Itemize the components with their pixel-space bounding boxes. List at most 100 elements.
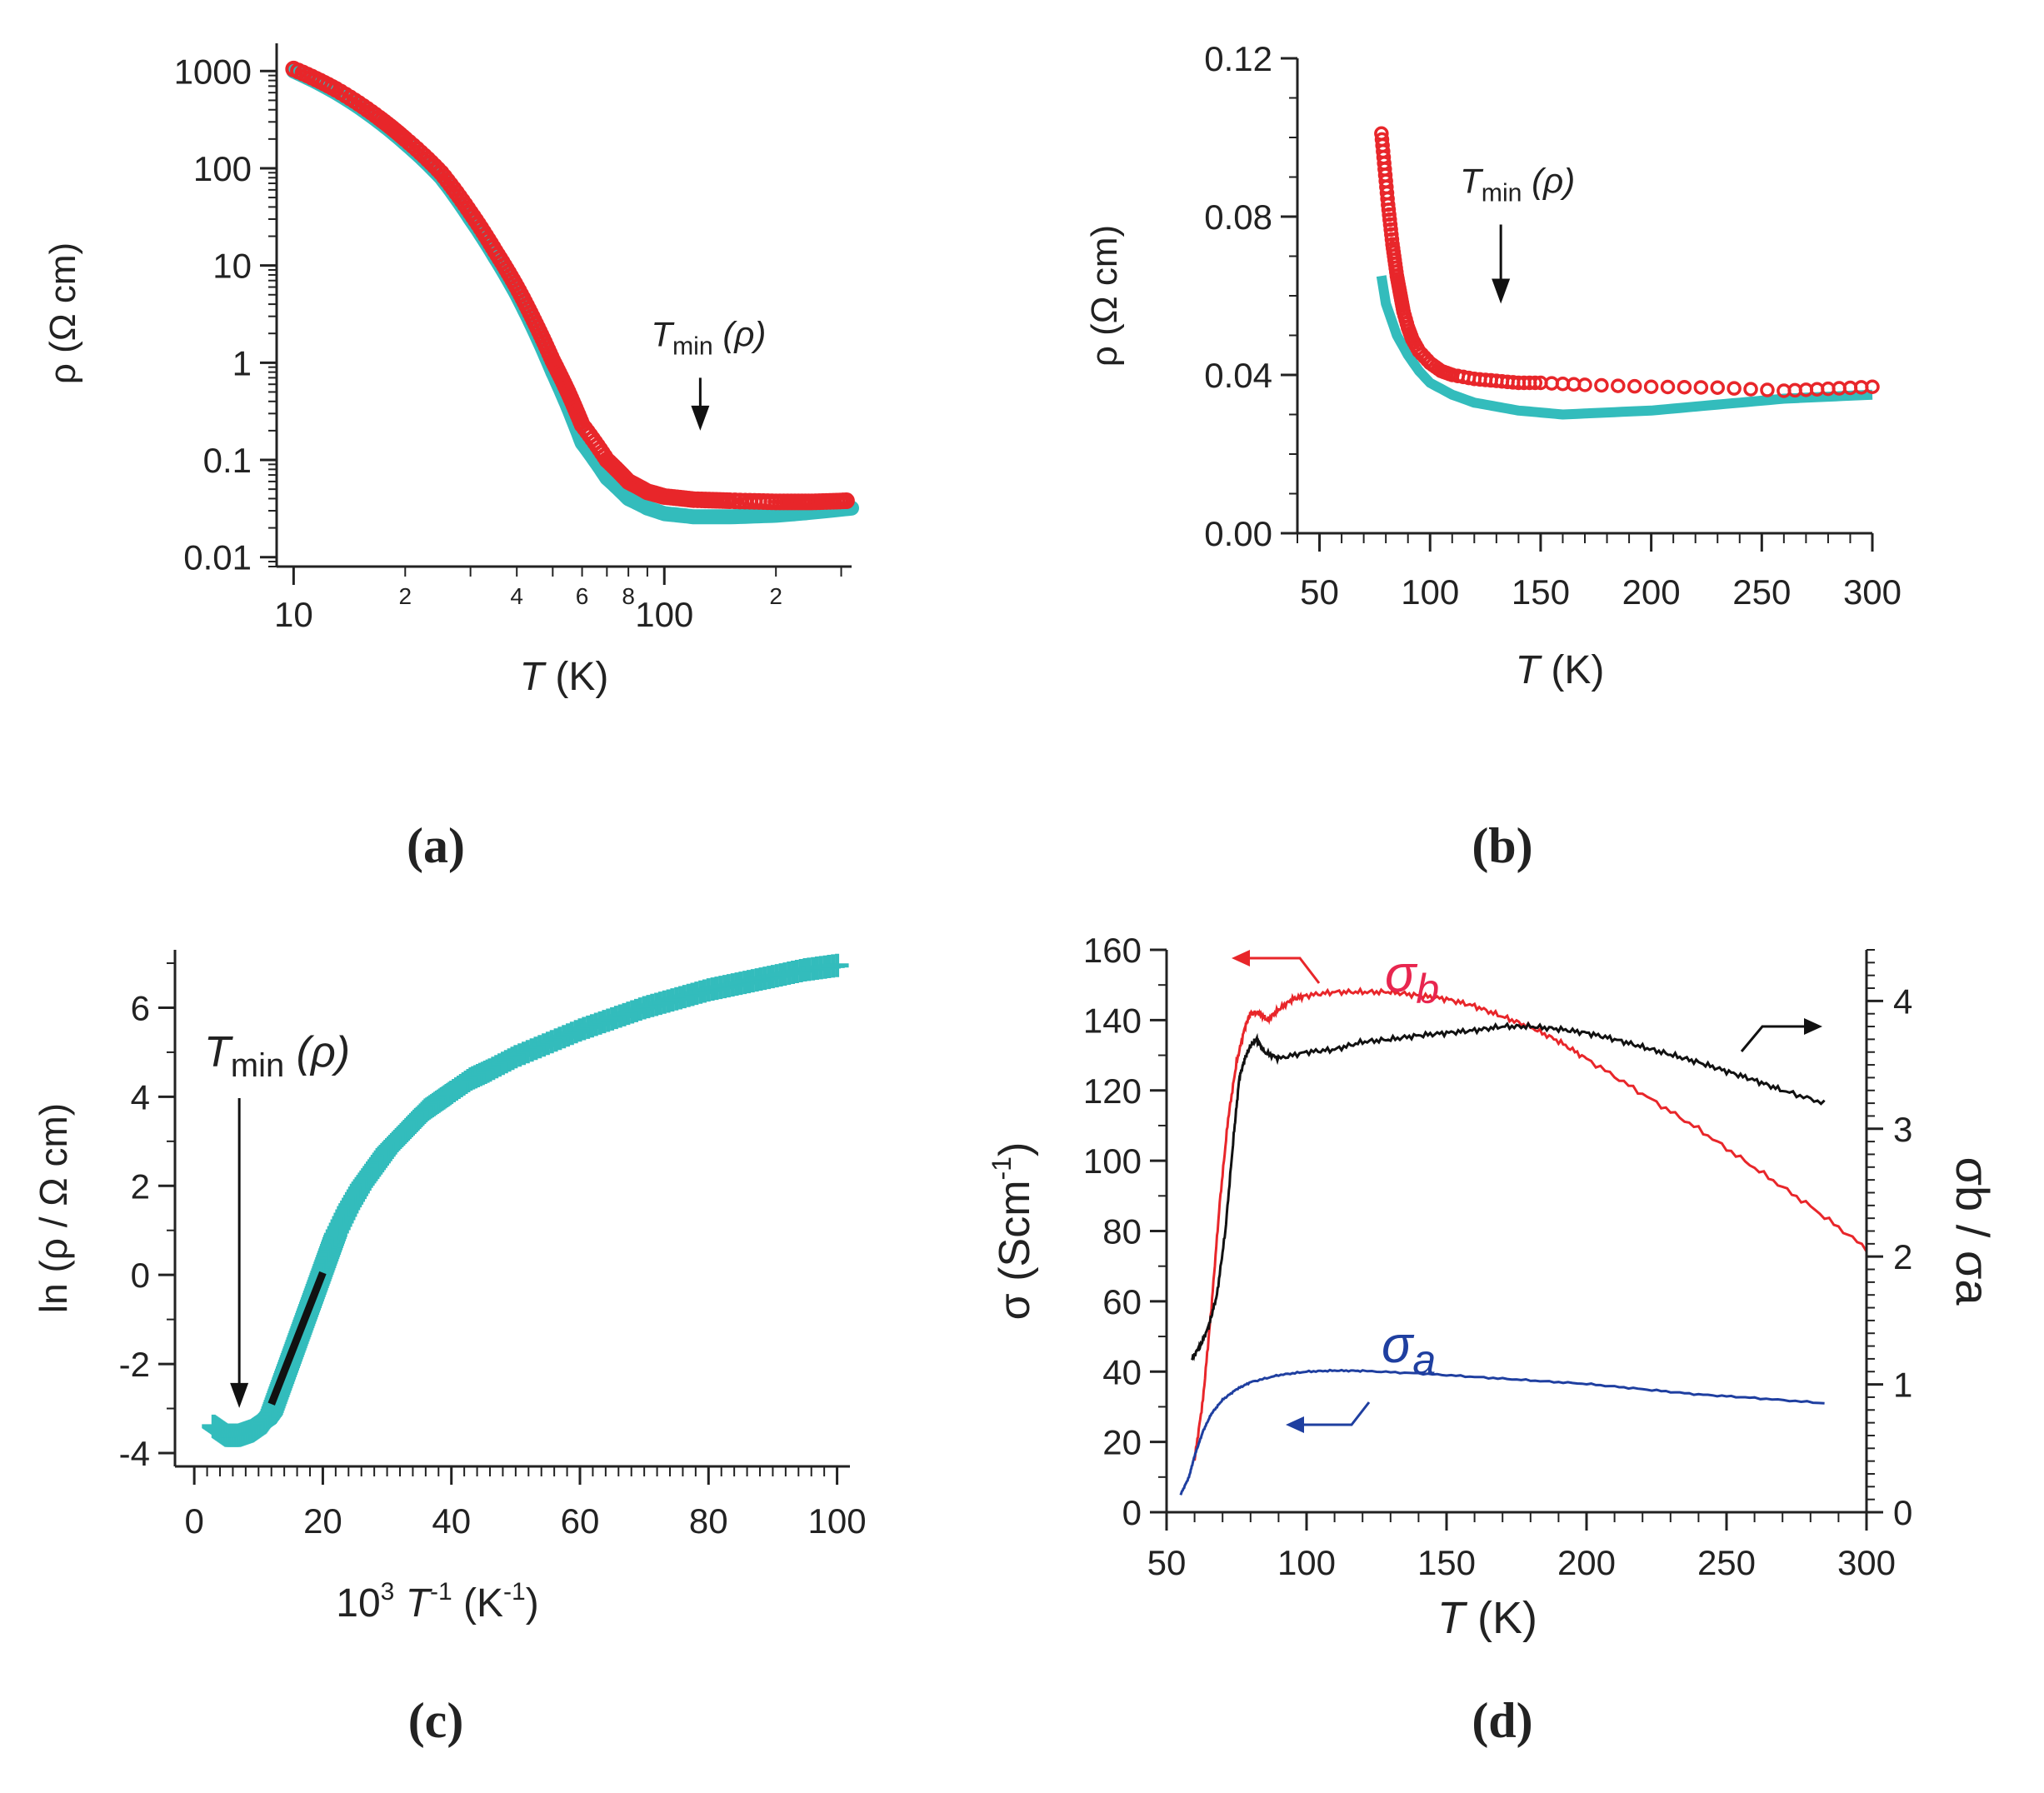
- y-tick-label: 0.04: [1204, 356, 1272, 395]
- y-tick-label: 0.12: [1204, 39, 1272, 78]
- y-tick-label: 2: [131, 1166, 150, 1206]
- y-axis-label: ρ (Ω cm): [42, 242, 83, 384]
- x-tick-label: 150: [1512, 572, 1570, 612]
- y-tick-label: 0: [131, 1256, 150, 1295]
- tmin-label: Tmin (ρ): [1460, 162, 1575, 207]
- data-point-red: [1660, 379, 1676, 395]
- x-tick-label: 80: [689, 1501, 728, 1541]
- x-minor-tick-label: 2: [398, 583, 412, 609]
- left-arrow-red: [1242, 956, 1321, 984]
- y-tick-label: 0: [1122, 1493, 1142, 1532]
- data-point-teal: [825, 953, 849, 977]
- data-point-red: [1865, 379, 1880, 394]
- y-tick-label: 0.01: [183, 538, 252, 577]
- x-tick-label: 10: [274, 595, 313, 634]
- data-point-red: [837, 492, 855, 510]
- y-tick-label: 100: [193, 149, 252, 188]
- y-tick-label: 20: [1102, 1423, 1142, 1462]
- panel-label-c: (c): [408, 1693, 464, 1748]
- y-tick-label: 120: [1083, 1071, 1142, 1111]
- x-axis-label: 103 T-1 (K-1): [336, 1578, 538, 1626]
- panel-label-a: (a): [407, 818, 465, 873]
- series-line-teal: [1376, 275, 1873, 420]
- tmin-label: Tmin (ρ): [204, 1028, 350, 1084]
- y2-tick-label: 4: [1893, 981, 1912, 1021]
- x-tick-label: 250: [1697, 1543, 1756, 1582]
- sigma-a-label: σa: [1382, 1316, 1436, 1383]
- x-tick-label: 40: [432, 1501, 471, 1541]
- y-tick-label: 1000: [174, 52, 252, 91]
- y2-tick-label: 1: [1893, 1366, 1912, 1405]
- y2-tick-label: 0: [1893, 1493, 1912, 1532]
- fit-line: [267, 1271, 327, 1406]
- panel-d: 0 20 40 60 80 100 120 140 160 0 1 2 3 4 50 100 150 200 250…: [987, 931, 1999, 1748]
- x-tick-label: 60: [561, 1501, 600, 1541]
- x-tick-label: 100: [808, 1501, 867, 1541]
- x-tick-label: 100: [1277, 1543, 1336, 1582]
- y-tick-label: 140: [1083, 1001, 1142, 1040]
- data-point-red: [1611, 378, 1626, 393]
- x-tick-label: 200: [1622, 572, 1681, 612]
- x-tick-label: 50: [1300, 572, 1339, 612]
- sigma-b-label: σb: [1385, 946, 1439, 1012]
- panel-b: 0.00 0.04 0.08 0.12 50 100 150 200 250 300 T (K) ρ …: [1084, 39, 1902, 873]
- y-tick-label: 10: [212, 247, 252, 286]
- x-tick-label: 0: [184, 1501, 203, 1541]
- x-tick-label: 100: [635, 595, 693, 634]
- y-tick-label: 0.00: [1204, 514, 1272, 553]
- data-point-red: [1710, 380, 1725, 395]
- y-axis-label: σ (Scm-1): [987, 1142, 1039, 1321]
- y-tick-label: 60: [1102, 1282, 1142, 1321]
- x-tick-label: 300: [1837, 1543, 1896, 1582]
- y-tick-label: 0.1: [203, 441, 252, 480]
- series-line-red: [1193, 986, 1868, 1461]
- series-line-blue: [1179, 1368, 1825, 1496]
- x-minor-tick-label: 6: [576, 583, 589, 609]
- left-arrow-blue-head: [1286, 1416, 1304, 1433]
- data-point-red: [1577, 377, 1592, 392]
- x-minor-tick-label: 4: [510, 583, 523, 609]
- tmin-label: Tmin (ρ): [651, 314, 766, 360]
- x-axis-label: T (K): [1516, 648, 1605, 692]
- right-arrow-black-head: [1804, 1018, 1822, 1035]
- series-line-teal: [286, 63, 859, 525]
- data-point-red: [1743, 382, 1758, 397]
- x-tick-label: 250: [1732, 572, 1791, 612]
- y-tick-label: 40: [1102, 1352, 1142, 1391]
- panel-label-b: (b): [1472, 818, 1532, 873]
- y-tick-label: 100: [1083, 1141, 1142, 1181]
- panel-a: 1000 100 10 1 0.1 0.01 10 100 2 4 6 8 2 T (K) ρ (Ω cm)…: [42, 43, 859, 873]
- data-point-red: [1643, 379, 1659, 394]
- data-point-red: [1677, 379, 1692, 395]
- x-axis-label: T (K): [520, 655, 609, 699]
- data-point-red: [1727, 381, 1742, 396]
- y-axis-label: ln (ρ / Ω cm): [32, 1103, 75, 1313]
- data-point-red: [1527, 375, 1543, 391]
- y-tick-label: 0.08: [1204, 197, 1272, 237]
- x-tick-label: 100: [1401, 572, 1459, 612]
- right-arrow-black: [1740, 1025, 1812, 1052]
- data-point-red: [1693, 380, 1709, 395]
- y-tick-label: 1: [232, 343, 252, 382]
- left-arrow-red-head: [1232, 950, 1250, 966]
- y-tick-label: -2: [119, 1345, 150, 1384]
- data-point-red: [1594, 377, 1609, 393]
- y2-tick-label: 2: [1893, 1237, 1912, 1276]
- tmin-arrow-head: [691, 405, 710, 431]
- x-minor-tick-label: 2: [769, 583, 782, 609]
- tmin-arrow-head: [1492, 278, 1511, 304]
- y-tick-label: 80: [1102, 1212, 1142, 1251]
- x-minor-tick-label: 8: [622, 583, 635, 609]
- x-tick-label: 50: [1147, 1543, 1187, 1582]
- y-axis-label: ρ (Ω cm): [1084, 225, 1125, 367]
- y-tick-label: 6: [131, 988, 150, 1027]
- y-tick-label: 160: [1083, 931, 1142, 970]
- y-tick-label: 4: [131, 1077, 150, 1116]
- x-tick-label: 300: [1843, 572, 1902, 612]
- tmin-arrow-head: [230, 1382, 249, 1408]
- y2-axis-label: σb / σa: [1947, 1156, 1999, 1306]
- x-tick-label: 20: [303, 1501, 342, 1541]
- x-axis-label: T (K): [1437, 1593, 1537, 1643]
